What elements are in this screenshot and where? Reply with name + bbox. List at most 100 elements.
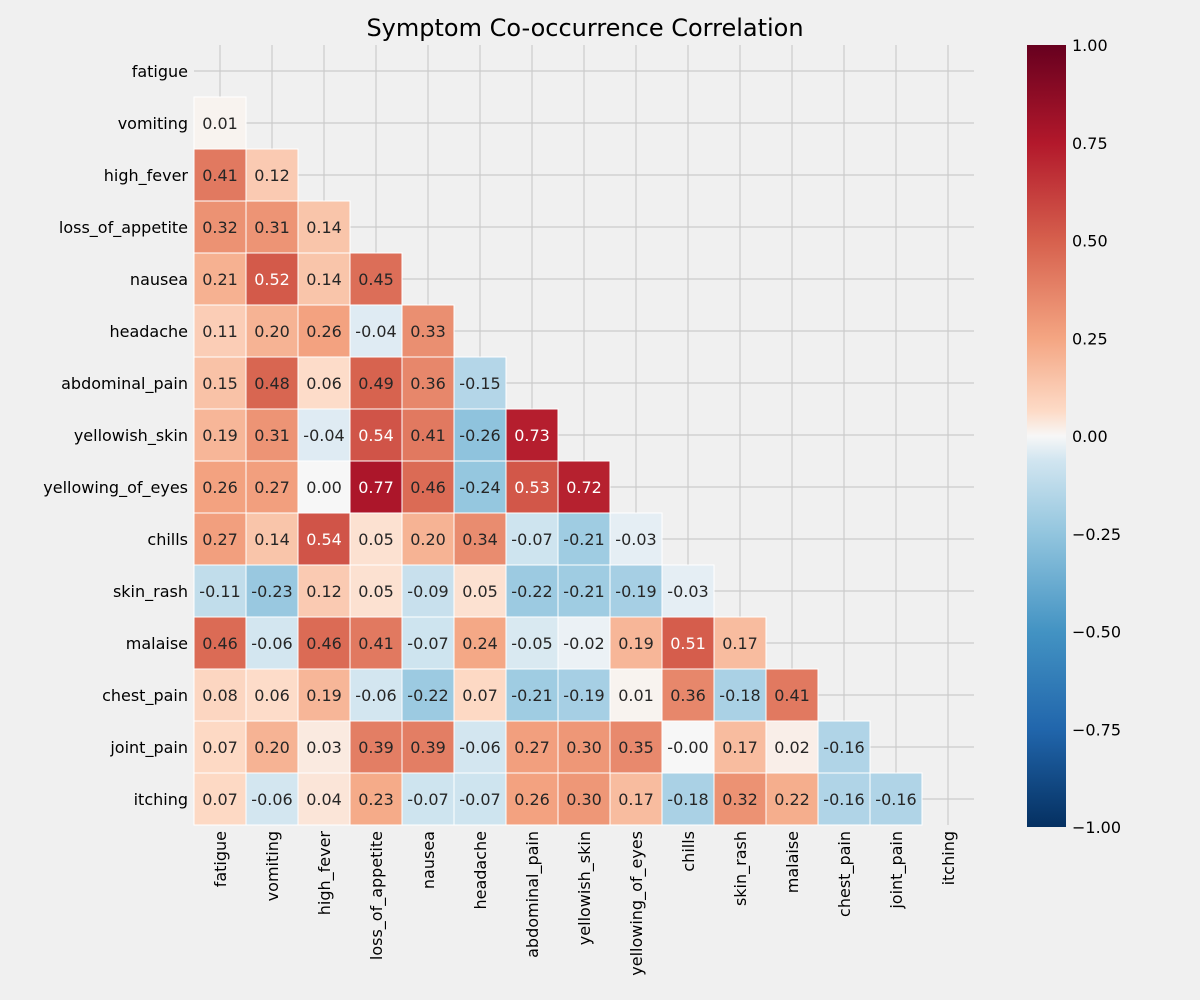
cell-value-label: 0.19 — [306, 686, 342, 705]
cell-value-label: 0.14 — [254, 530, 290, 549]
cell-value-label: 0.49 — [358, 374, 394, 393]
cell-value-label: 0.26 — [514, 790, 550, 809]
cell-value-label: 0.39 — [410, 738, 446, 757]
heatmap-cell — [713, 616, 767, 670]
cell-value-label: 0.27 — [202, 530, 238, 549]
heatmap-cell — [869, 772, 923, 826]
heatmap-cell — [453, 460, 507, 514]
cell-value-label: -0.15 — [459, 374, 500, 393]
cell-value-label: 0.27 — [254, 478, 290, 497]
heatmap-cell — [453, 356, 507, 410]
cell-value-label: -0.03 — [615, 530, 656, 549]
cell-value-label: 0.72 — [566, 478, 602, 497]
heatmap-cell — [193, 96, 247, 150]
cell-value-label: 0.01 — [202, 114, 238, 133]
cell-value-label: 0.17 — [722, 634, 758, 653]
colorbar-tick-label: 0.75 — [1072, 134, 1108, 153]
x-tick-label: yellowing_of_eyes — [627, 831, 647, 976]
heatmap-cell — [817, 720, 871, 774]
cell-value-label: 0.36 — [410, 374, 446, 393]
heatmap-cell — [505, 668, 559, 722]
y-tick-label: joint_pain — [109, 738, 188, 758]
heatmap-cell — [401, 616, 455, 670]
cell-value-label: 0.32 — [202, 218, 238, 237]
cell-value-label: 0.00 — [306, 478, 342, 497]
heatmap-cell — [193, 200, 247, 254]
heatmap-cell — [557, 460, 611, 514]
heatmap-cell — [557, 512, 611, 566]
heatmap-cell — [349, 616, 403, 670]
y-tick-labels: fatigue vomiting high_fever loss_of_appetit… — [43, 62, 188, 809]
cell-value-label: 0.41 — [202, 166, 238, 185]
cell-value-label: 0.06 — [306, 374, 342, 393]
heatmap-cell — [713, 720, 767, 774]
cell-value-label: 0.14 — [306, 270, 342, 289]
cell-value-label: -0.00 — [667, 738, 708, 757]
cell-value-label: 0.34 — [462, 530, 498, 549]
cell-value-label: 0.54 — [306, 530, 342, 549]
x-tick-label: chills — [679, 831, 698, 872]
heatmap-cell — [453, 720, 507, 774]
x-tick-label: chest_pain — [835, 831, 855, 917]
cell-value-label: 0.23 — [358, 790, 394, 809]
colorbar-tick-label: 1.00 — [1072, 36, 1108, 55]
cell-value-label: 0.07 — [202, 790, 238, 809]
x-tick-label: skin_rash — [731, 831, 751, 906]
cell-value-label: 0.73 — [514, 426, 550, 445]
heatmap-cell — [193, 148, 247, 202]
cell-value-label: 0.17 — [618, 790, 654, 809]
y-tick-label: malaise — [126, 634, 188, 653]
cell-value-label: -0.22 — [407, 686, 448, 705]
heatmap-cell — [401, 356, 455, 410]
cell-value-label: 0.30 — [566, 790, 602, 809]
x-tick-label: abdominal_pain — [523, 831, 543, 958]
cell-value-label: -0.06 — [251, 634, 292, 653]
cell-value-label: 0.27 — [514, 738, 550, 757]
cell-value-label: 0.33 — [410, 322, 446, 341]
cell-value-label: -0.11 — [199, 582, 240, 601]
chart-title: Symptom Co-occurrence Correlation — [366, 14, 803, 42]
cell-value-label: 0.46 — [410, 478, 446, 497]
cell-value-label: 0.02 — [774, 738, 810, 757]
colorbar-tick-label: −1.00 — [1072, 818, 1121, 837]
cell-value-label: 0.32 — [722, 790, 758, 809]
x-tick-label: joint_pain — [887, 831, 907, 910]
heatmap-cell — [505, 616, 559, 670]
cell-value-label: 0.26 — [202, 478, 238, 497]
cell-value-label: -0.06 — [251, 790, 292, 809]
heatmap-cell — [245, 720, 299, 774]
colorbar-gradient — [1027, 45, 1066, 827]
cell-value-label: 0.26 — [306, 322, 342, 341]
x-tick-labels: fatigue vomiting high_fever loss_of_appetit… — [211, 831, 958, 976]
heatmap-cell — [661, 616, 715, 670]
cell-value-label: 0.11 — [202, 322, 238, 341]
cell-value-label: 0.21 — [202, 270, 238, 289]
y-tick-label: yellowish_skin — [74, 426, 188, 446]
heatmap-cell — [297, 720, 351, 774]
cell-value-label: -0.02 — [563, 634, 604, 653]
x-tick-label: nausea — [419, 831, 438, 889]
y-tick-label: headache — [109, 322, 188, 341]
heatmap-cell — [193, 720, 247, 774]
colorbar-tick-label: 0.25 — [1072, 329, 1108, 348]
heatmap-cell — [245, 512, 299, 566]
heatmap-cell — [401, 304, 455, 358]
y-tick-label: abdominal_pain — [61, 374, 188, 394]
y-tick-label: chest_pain — [102, 686, 188, 706]
cell-value-label: -0.26 — [459, 426, 500, 445]
cell-value-label: 0.12 — [254, 166, 290, 185]
y-tick-label: itching — [134, 790, 188, 809]
cell-value-label: 0.45 — [358, 270, 394, 289]
cell-value-label: -0.16 — [875, 790, 916, 809]
y-tick-label: fatigue — [132, 62, 188, 81]
heatmap-cell — [193, 304, 247, 358]
colorbar: 1.00 0.75 0.50 0.25 0.00 −0.25 −0.50 −0.75 −1.00 — [1027, 36, 1121, 837]
heatmap-cell — [297, 668, 351, 722]
cell-value-label: 0.41 — [774, 686, 810, 705]
cell-value-label: 0.05 — [358, 582, 394, 601]
colorbar-tick-label: −0.50 — [1072, 623, 1121, 642]
x-tick-label: itching — [939, 831, 958, 885]
cell-value-label: -0.21 — [511, 686, 552, 705]
heatmap-cell — [349, 460, 403, 514]
cell-value-label: 0.46 — [306, 634, 342, 653]
